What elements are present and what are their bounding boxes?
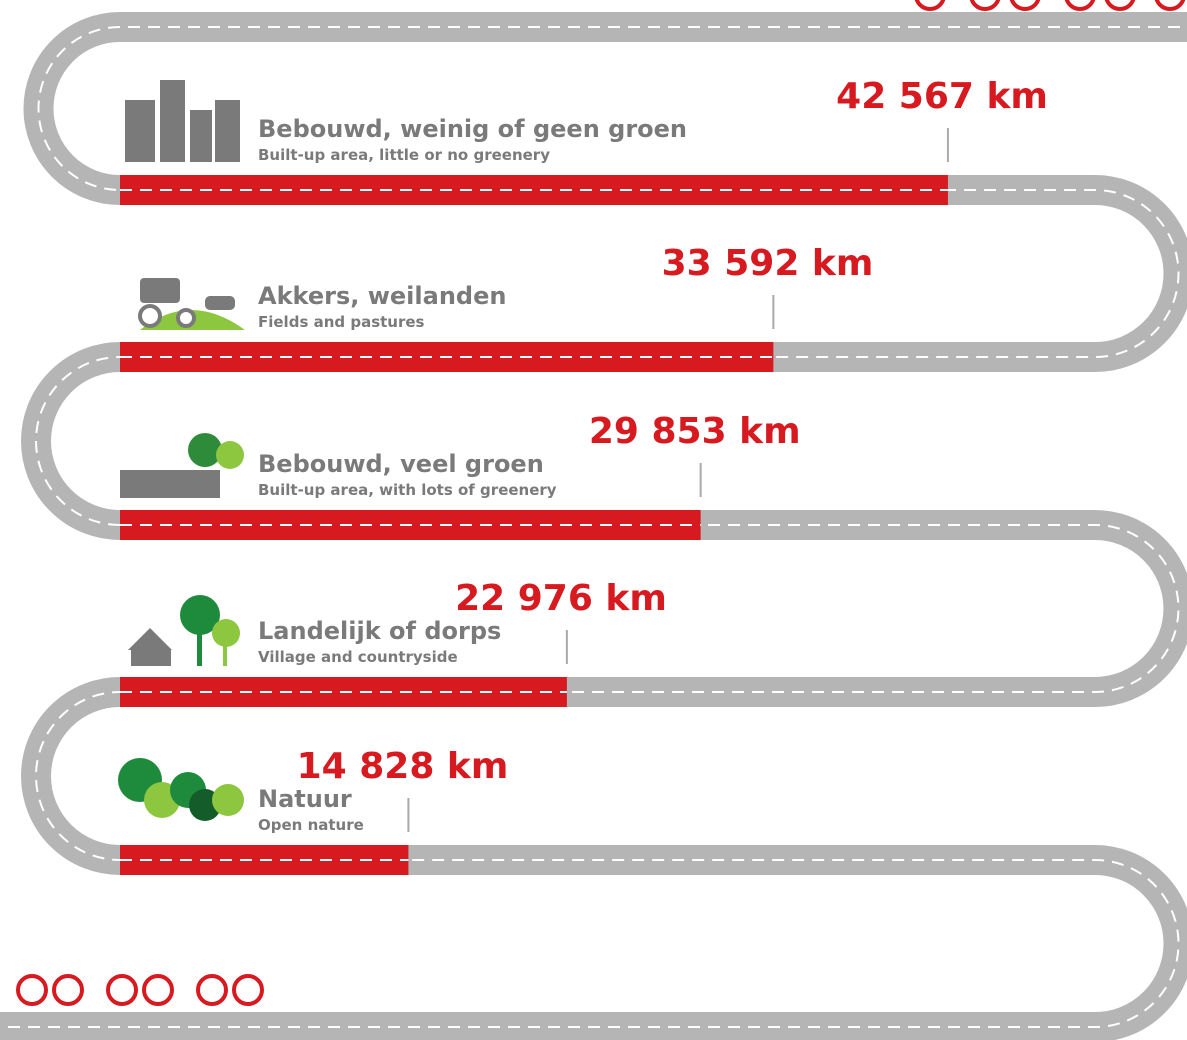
category-subtitle: Open nature: [258, 816, 364, 834]
category-subtitle: Built-up area, little or no greenery: [258, 146, 550, 164]
category-subtitle: Built-up area, with lots of greenery: [258, 481, 557, 499]
category-label: Akkers, weilanden: [258, 282, 506, 310]
value-label: 29 853 km: [589, 411, 801, 452]
category-label: Natuur: [258, 785, 352, 813]
category-subtitle: Village and countryside: [258, 648, 458, 666]
category-label: Bebouwd, weinig of geen groen: [258, 115, 687, 143]
value-label: 33 592 km: [662, 243, 874, 284]
category-subtitle: Fields and pastures: [258, 313, 425, 331]
value-label: 22 976 km: [455, 578, 667, 619]
value-label: 42 567 km: [836, 76, 1048, 117]
category-label: Bebouwd, veel groen: [258, 450, 544, 478]
chart: 42 567 km Bebouwd, weinig of geen groen Bu…: [0, 0, 1187, 1040]
value-label: 14 828 km: [297, 746, 509, 787]
category-label: Landelijk of dorps: [258, 617, 501, 645]
